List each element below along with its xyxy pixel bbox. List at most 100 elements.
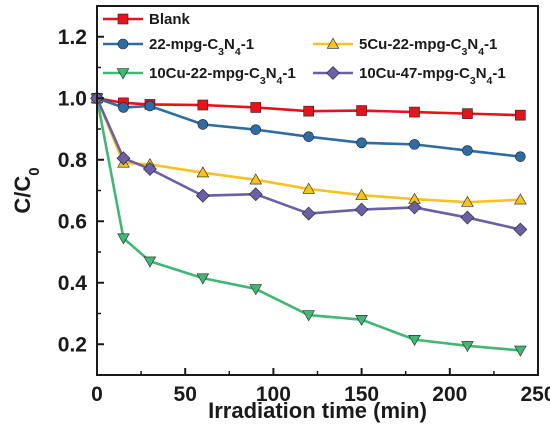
legend-label-part: -1 [241,36,254,53]
x-tick-label: 250 [520,383,550,406]
y-tick-label: 0.8 [58,149,88,172]
legend-label-part: 22-mpg-C [149,36,218,53]
y-tick-label: 0.4 [58,272,88,295]
data-point [250,102,262,113]
legend-label: 5Cu-22-mpg-C3N4-1 [359,36,497,58]
x-tick-label: 150 [344,383,379,406]
data-point [250,124,262,135]
legend-label-part: N [266,65,277,82]
legend-entry: 10Cu-22-mpg-C3N4-1 [103,65,296,87]
y-tick-label: 0.6 [58,210,87,233]
data-point [409,139,420,150]
legend-entry: 22-mpg-C3N4-1 [103,36,254,58]
data-point [354,202,369,217]
legend-label-part: N [224,36,235,53]
legend-label: 10Cu-22-mpg-C3N4-1 [149,65,296,87]
legend-label: Blank [149,11,191,28]
data-point [303,131,314,142]
x-axis-label: Irradiation time (min) [208,398,427,423]
x-tick-label: 100 [256,383,291,406]
data-point [514,193,527,205]
y-axis-label-sub: 0 [26,167,43,175]
data-point [302,182,315,194]
data-point [514,345,527,357]
legend-label-part: 3 [462,46,468,58]
y-tick-label: 1.0 [58,87,87,110]
data-point [461,195,474,207]
data-point [118,102,129,113]
x-tick-label: 0 [91,383,103,406]
data-point [303,105,314,117]
legend-label-part: -1 [492,65,505,82]
legend-label-part: N [467,36,478,53]
x-tick-label: 200 [432,383,467,406]
y-axis-label-main: C/C [10,176,35,214]
legend-label-part: 10Cu-47-mpg-C [359,65,470,82]
series-line [96,97,521,158]
data-point [248,187,263,202]
legend-label-part: 4 [487,75,493,87]
legend-marker [117,13,129,25]
data-point [356,105,367,116]
series-1 [91,92,526,121]
y-tick-label: 0.2 [58,333,87,356]
legend-label-part: 3 [260,75,266,87]
plot-content [90,91,528,357]
data-point [196,273,210,285]
legend-marker [326,66,340,80]
data-point [142,162,157,176]
series-line [95,98,521,352]
legend-entry: 5Cu-22-mpg-C3N4-1 [313,36,497,58]
series-5 [90,91,528,237]
data-point [515,151,526,162]
data-point [513,222,528,237]
legend-marker [117,38,129,50]
data-point [355,315,368,327]
series-2 [91,92,526,162]
legend-marker [326,37,340,49]
data-point [116,151,131,166]
data-point [143,256,157,268]
y-tick-label: 1.2 [58,26,87,49]
data-point [197,99,209,111]
legend-label-part: 10Cu-22-mpg-C [149,65,260,82]
series-line [95,97,521,231]
legend-label-part: Blank [149,11,191,28]
data-point [462,145,473,156]
data-point [196,166,210,178]
legend-label-part: 5Cu-22-mpg-C [359,36,462,53]
legend-entry: Blank [103,11,191,28]
data-point [117,233,130,245]
legend-label-part: 4 [478,46,484,58]
data-point [249,284,263,296]
data-point [197,119,209,130]
y-axis-label: C/C0 [10,167,43,213]
legend-label: 22-mpg-C3N4-1 [149,36,254,58]
data-point [462,108,473,119]
legend-marker [116,68,130,80]
data-point [301,206,316,221]
data-point [302,310,315,322]
legend-entry: 10Cu-47-mpg-C3N4-1 [313,65,506,87]
data-point [355,188,368,200]
data-point [515,109,526,121]
series-line [96,96,521,117]
legend-label-part: N [476,65,487,82]
data-point [356,137,367,149]
legend-label-part: -1 [282,65,295,82]
legend-label-part: 3 [218,46,224,58]
data-point [195,188,210,203]
data-point [408,335,421,346]
data-point [407,200,422,215]
legend-label: 10Cu-47-mpg-C3N4-1 [359,65,506,87]
data-point [249,173,263,185]
legend-label-part: 4 [277,75,283,87]
data-point [461,341,474,353]
x-tick-label: 50 [174,383,197,406]
data-point [460,210,475,225]
axes: 0 50 100 150 200 250 0.2 0.4 0.6 0.8 1.0 1.2 Irradia… [10,5,550,423]
legend-label-part: 3 [470,75,476,87]
data-point [409,106,420,118]
